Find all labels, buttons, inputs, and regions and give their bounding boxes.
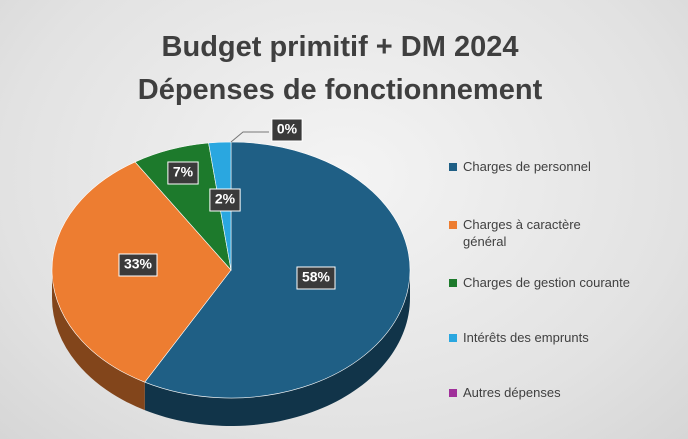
chart-title: Dépenses de fonctionnement: [138, 74, 543, 106]
pie-side: [52, 270, 145, 411]
data-label: 33%: [124, 256, 153, 272]
legend-label: Autres dépenses: [463, 385, 561, 400]
legend-label: Charges à caractère général: [463, 217, 581, 249]
data-label-box: [118, 253, 158, 277]
data-label: 58%: [302, 269, 331, 285]
pie-side: [144, 270, 410, 426]
data-label: 0%: [277, 121, 298, 137]
chart-title: Budget primitif + DM 2024: [162, 31, 519, 63]
legend-label: Charges de gestion courante: [463, 275, 630, 290]
legend-swatch: [449, 389, 457, 397]
pie-slice: [144, 141, 411, 399]
legend-swatch: [449, 221, 457, 229]
leader-line: [230, 131, 269, 143]
legend-swatch: [449, 334, 457, 342]
data-label-box: [209, 188, 241, 212]
legend-label: Intérêts des emprunts: [463, 330, 589, 345]
data-label-box: [296, 266, 336, 290]
legend-swatch: [449, 163, 457, 171]
legend-swatch: [449, 279, 457, 287]
data-label-box: [271, 118, 303, 142]
data-label: 7%: [173, 164, 194, 180]
data-label: 2%: [215, 191, 236, 207]
data-label-box: [167, 161, 199, 185]
legend-label: Charges de personnel: [463, 159, 591, 174]
